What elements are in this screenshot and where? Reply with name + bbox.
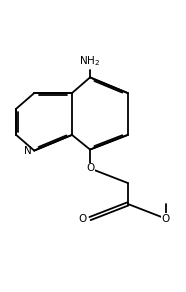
Text: O: O [86,164,94,173]
Text: N: N [24,146,31,156]
Text: NH$_2$: NH$_2$ [79,54,101,68]
Text: O: O [161,213,170,224]
Text: O: O [78,213,86,224]
